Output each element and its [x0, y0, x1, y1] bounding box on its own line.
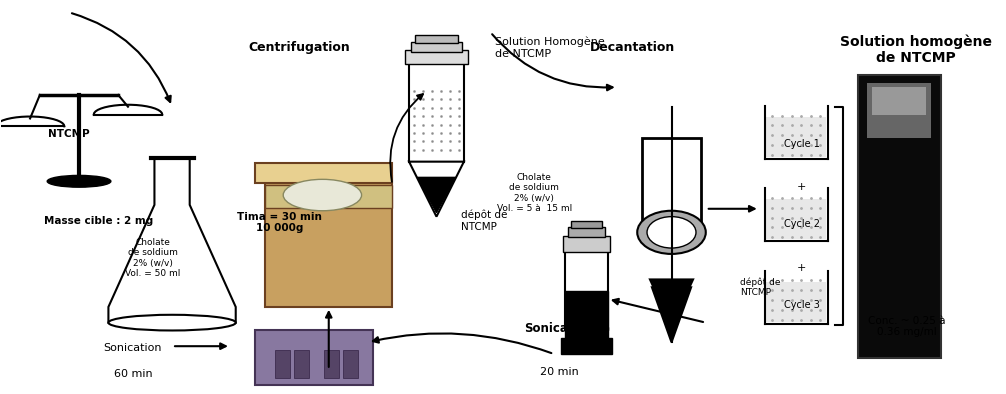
Bar: [767, 117, 826, 157]
Bar: [295, 350, 309, 377]
Bar: [570, 221, 602, 229]
Bar: [324, 350, 339, 377]
Text: Sonication: Sonication: [104, 343, 162, 353]
Bar: [266, 176, 392, 307]
Text: Conc. ~ 0.25 à
0.36 mg/ml: Conc. ~ 0.25 à 0.36 mg/ml: [868, 316, 946, 337]
Text: +: +: [797, 182, 807, 192]
Text: dépôt de
NTCMP: dépôt de NTCMP: [461, 210, 507, 232]
Ellipse shape: [637, 211, 706, 254]
Bar: [343, 350, 358, 377]
Text: Sonication: Sonication: [524, 322, 594, 335]
Bar: [564, 244, 608, 331]
Text: Masse cible : 2 mg: Masse cible : 2 mg: [44, 216, 153, 225]
Bar: [409, 52, 464, 162]
Text: Cycle 3: Cycle 3: [784, 300, 820, 310]
Bar: [256, 331, 373, 385]
Text: Cholate
de soldium
2% (w/v)
Vol. = 5 à  15 ml: Cholate de soldium 2% (w/v) Vol. = 5 à 1…: [497, 173, 572, 213]
Bar: [562, 236, 610, 252]
Bar: [767, 282, 826, 322]
Text: Centrifugation: Centrifugation: [248, 41, 350, 54]
Bar: [256, 163, 392, 184]
Ellipse shape: [647, 217, 696, 248]
Bar: [867, 83, 931, 138]
Bar: [561, 338, 612, 354]
Text: Cycle 2: Cycle 2: [784, 219, 820, 229]
Text: Solution Homogène
de NTCMP: Solution Homogène de NTCMP: [495, 37, 605, 59]
Bar: [567, 227, 605, 237]
Polygon shape: [417, 177, 456, 213]
Bar: [411, 42, 462, 52]
Text: Cycle 1: Cycle 1: [784, 139, 820, 149]
Polygon shape: [650, 279, 693, 327]
Circle shape: [284, 179, 361, 211]
Text: dépôt de
NTCMP: dépôt de NTCMP: [740, 277, 781, 297]
Polygon shape: [652, 287, 691, 342]
Bar: [767, 199, 826, 239]
Polygon shape: [409, 162, 464, 217]
Text: 60 min: 60 min: [114, 369, 152, 379]
Text: Tima = 30 min
10 000g: Tima = 30 min 10 000g: [237, 212, 322, 233]
Polygon shape: [109, 158, 235, 323]
Text: +: +: [797, 263, 807, 273]
Bar: [405, 50, 468, 63]
Bar: [564, 327, 608, 342]
Text: Decantation: Decantation: [590, 41, 675, 54]
Bar: [564, 291, 608, 331]
Bar: [414, 35, 458, 43]
Text: NTCMP: NTCMP: [47, 129, 90, 139]
Bar: [872, 87, 927, 115]
Text: Cholate
de soldium
2% (w/v)
Vol. = 50 ml: Cholate de soldium 2% (w/v) Vol. = 50 ml: [125, 238, 180, 278]
Ellipse shape: [47, 175, 111, 187]
Bar: [266, 185, 392, 208]
Bar: [275, 350, 290, 377]
Text: 20 min: 20 min: [539, 367, 578, 377]
Bar: [857, 75, 941, 358]
Bar: [642, 138, 701, 225]
Text: Solution homogène
de NTCMP: Solution homogène de NTCMP: [840, 34, 992, 65]
Ellipse shape: [109, 315, 235, 331]
